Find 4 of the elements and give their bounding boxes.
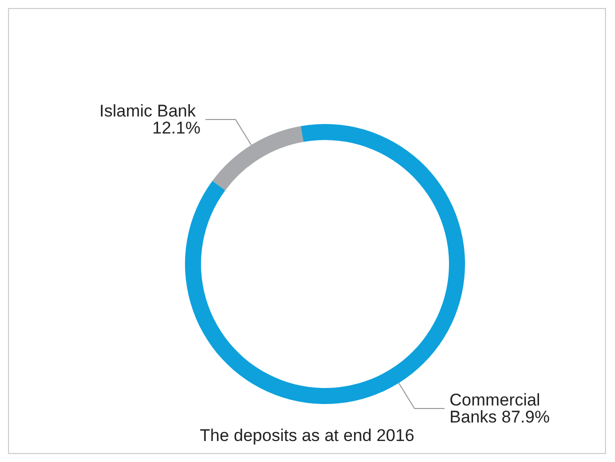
text: The deposits as at end 2016 [200, 426, 414, 445]
slice-label: Commercial Banks 87.9% [450, 390, 550, 427]
slice-label: Islamic Bank [99, 101, 200, 120]
data-label: 12.1% [152, 118, 200, 138]
